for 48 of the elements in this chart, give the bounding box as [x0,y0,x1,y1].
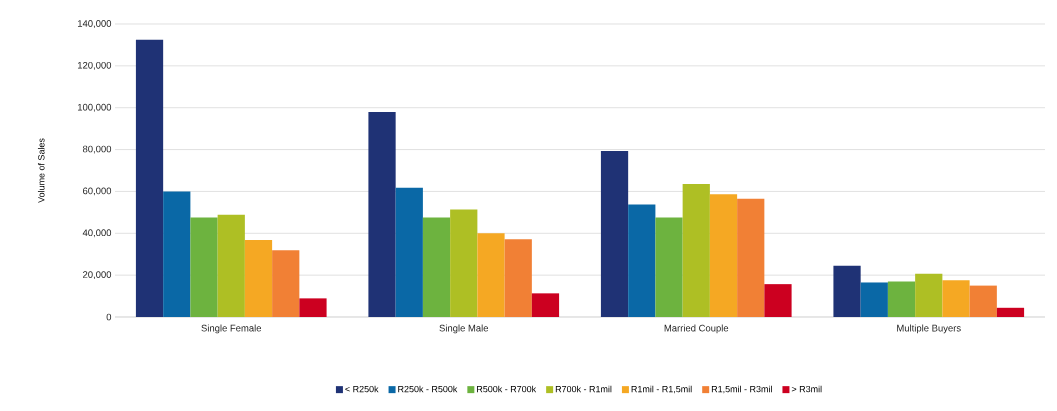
bar [996,307,1025,317]
bar [833,265,861,317]
y-tick-label: 80,000 [82,145,112,154]
bar [860,282,888,317]
bar [272,250,300,317]
y-tick-label: 20,000 [83,271,112,280]
bar [477,233,505,317]
y-axis-title: Volume of Sales [37,138,45,203]
y-tick-label: 40,000 [82,229,112,238]
bar [504,239,532,317]
legend-label: R250k - R500k [398,385,458,393]
bar [655,217,683,317]
y-tick-label: 60,000 [83,187,112,196]
y-tick-label: 100,000 [77,103,112,112]
bar [422,217,451,317]
bar [217,214,245,317]
legend-label: > R3mil [791,385,822,393]
bar [244,239,273,317]
bar [942,280,970,317]
bar [368,112,396,317]
bar [299,298,327,317]
bar [395,187,423,317]
bar [887,281,916,317]
y-tick-label: 120,000 [77,61,112,70]
bar [163,191,191,317]
legend-label: < R250k [345,385,379,393]
bar [450,209,478,317]
bar [915,273,943,317]
bar [737,198,765,317]
y-tick-label: 0 [106,313,112,321]
bar [709,194,738,317]
x-tick-label: Single Female [201,324,262,334]
bar [531,293,560,317]
bar [682,183,710,317]
bar [600,151,629,317]
bar [135,39,164,317]
bar [628,204,656,317]
bar [764,284,792,317]
y-tick-label: 140,000 [77,20,112,28]
bar [190,217,218,317]
legend-label: R1,5mil - R3mil [711,385,772,394]
x-tick-label: Married Couple [664,324,729,334]
legend-label: R700k - R1mil [555,385,612,393]
bar [969,285,997,317]
x-tick-label: Single Male [439,324,489,334]
legend-label: R1mil - R1,5mil [631,385,692,394]
x-tick-label: Multiple Buyers [897,324,961,334]
legend-label: R500k - R700k [477,385,537,393]
